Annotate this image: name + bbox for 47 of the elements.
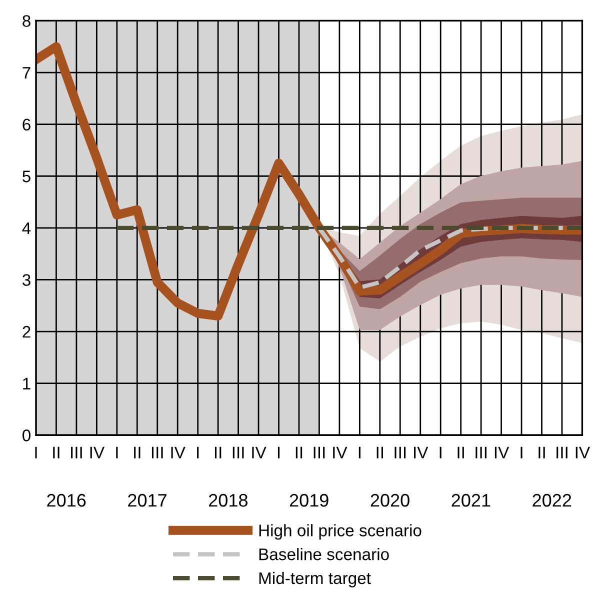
y-tick-label: 5 <box>22 170 30 182</box>
y-tick-label: 2 <box>22 326 30 338</box>
legend-label: High oil price scenario <box>259 524 422 540</box>
text: 2017 <box>128 494 166 507</box>
x-tick-label: III <box>314 446 325 458</box>
legend-label: Baseline scenario <box>259 548 389 560</box>
x-tick-label: I <box>35 446 37 458</box>
x-tick-label: II <box>376 446 383 458</box>
text: 2016 <box>47 494 86 507</box>
x-tick-label: III <box>394 446 406 458</box>
x-tick-label: IV <box>90 446 104 458</box>
y-tick-label: 3 <box>22 274 30 286</box>
x-tick-label: I <box>440 446 442 458</box>
x-tick-label: IV <box>252 446 266 458</box>
text: 2021 <box>452 494 490 507</box>
text: 2019 <box>290 494 328 507</box>
x-tick-label: I <box>520 446 522 458</box>
x-tick-label: III <box>476 446 486 458</box>
x-tick-label: I <box>116 446 118 458</box>
y-tick-label: 1 <box>23 378 30 390</box>
x-tick-label: I <box>197 446 199 458</box>
x-tick-label: II <box>134 446 140 458</box>
x-tick-label: II <box>214 446 222 458</box>
x-tick-label: III <box>232 446 244 458</box>
text: 2022 <box>532 494 572 507</box>
y-tick-label: 4 <box>22 222 31 234</box>
legend-label: Mid-term target <box>259 572 371 588</box>
x-tick-label: II <box>458 446 464 458</box>
x-tick-label: I <box>358 446 360 458</box>
x-tick-label: II <box>538 446 545 458</box>
x-tick-label: IV <box>171 446 186 458</box>
x-tick-label: III <box>71 446 82 458</box>
x-tick-label: IV <box>494 446 510 458</box>
y-tick-label: 6 <box>22 118 30 131</box>
y-tick-label: 8 <box>22 15 30 27</box>
x-tick-label: III <box>556 446 568 458</box>
y-tick-label: 7 <box>22 67 30 79</box>
x-tick-label: IV <box>414 446 428 458</box>
text: 2020 <box>370 494 410 507</box>
text: 2018 <box>209 494 248 507</box>
x-tick-label: I <box>278 446 280 458</box>
x-tick-label: IV <box>576 446 590 458</box>
x-tick-label: IV <box>333 446 348 458</box>
x-tick-label: III <box>152 446 163 458</box>
x-tick-label: II <box>296 446 302 458</box>
y-tick-label: 0 <box>22 430 30 442</box>
x-tick-label: II <box>53 446 60 458</box>
